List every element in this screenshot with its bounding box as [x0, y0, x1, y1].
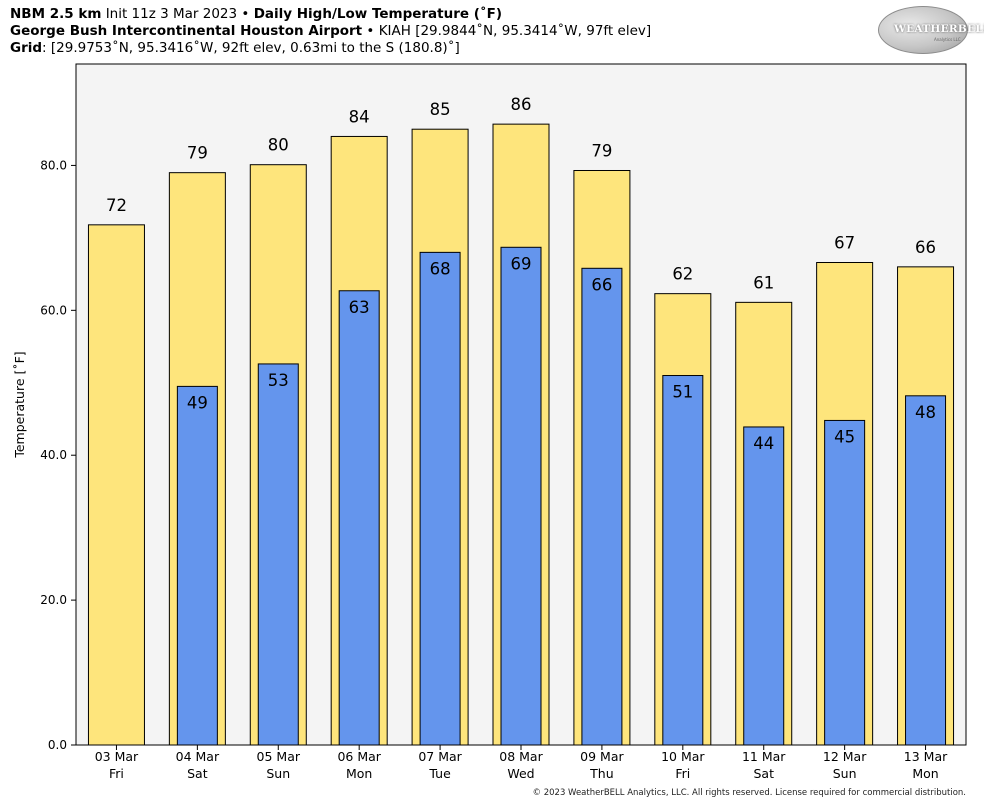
logo-oval: [878, 6, 968, 54]
high-temp-label: 72: [106, 196, 127, 215]
low-temp-label: 48: [915, 403, 936, 422]
separator: •: [241, 6, 250, 22]
high-temp-label: 61: [753, 273, 774, 292]
low-temp-label: 68: [430, 259, 451, 278]
grid-label: Grid: [10, 40, 43, 56]
plot-frame: [75, 63, 967, 746]
low-temp-bar: [176, 385, 218, 746]
high-temp-label: 84: [349, 107, 370, 126]
copyright-footer: © 2023 WeatherBELL Analytics, LLC. All r…: [532, 788, 966, 798]
y-tick-label: 80.0: [40, 158, 67, 172]
high-temp-label: 80: [268, 136, 289, 155]
low-temp-label: 45: [834, 427, 855, 446]
x-tick-label-date: 05 Mar: [257, 749, 301, 764]
low-temp-label: 44: [753, 434, 774, 453]
high-temp-label: 79: [591, 141, 612, 160]
y-tick-label: 20.0: [40, 593, 67, 607]
high-temp-label: 67: [834, 234, 855, 253]
y-tick-label: 0.0: [48, 738, 67, 752]
separator: •: [366, 23, 375, 39]
x-tick-label-date: 07 Mar: [418, 749, 462, 764]
x-tick-label-date: 03 Mar: [95, 749, 139, 764]
low-temp-label: 63: [349, 298, 370, 317]
low-temp-bar: [905, 395, 947, 746]
x-tick-label-date: 06 Mar: [337, 749, 381, 764]
chart-header: NBM 2.5 km Init 11z 3 Mar 2023 • Daily H…: [10, 6, 651, 57]
x-tick-label-weekday: Thu: [589, 766, 613, 781]
x-tick-label-date: 10 Mar: [661, 749, 705, 764]
x-tick-label-weekday: Sun: [833, 766, 857, 781]
init-time: Init 11z 3 Mar 2023: [105, 6, 238, 22]
high-temp-label: 85: [430, 100, 451, 119]
grid-detail: : [29.9753˚N, 95.3416˚W, 92ft elev, 0.63…: [42, 40, 460, 56]
x-tick-label-weekday: Mon: [346, 766, 372, 781]
low-temp-bar: [257, 363, 299, 746]
header-line-3: Grid: [29.9753˚N, 95.3416˚W, 92ft elev, …: [10, 40, 651, 57]
low-temp-bar: [743, 426, 785, 746]
low-temp-label: 53: [268, 371, 289, 390]
station-detail: KIAH [29.9844˚N, 95.3414˚W, 97ft elev]: [378, 23, 652, 39]
low-temp-bar: [824, 419, 866, 746]
low-temp-label: 66: [591, 275, 612, 294]
x-tick-label-weekday: Fri: [109, 766, 124, 781]
low-temp-bar: [581, 267, 623, 746]
header-line-1: NBM 2.5 km Init 11z 3 Mar 2023 • Daily H…: [10, 6, 651, 23]
chart-title: Daily High/Low Temperature (˚F): [253, 6, 503, 22]
y-tick-label: 40.0: [40, 448, 67, 462]
logo-subtext: Analytics LLC: [934, 37, 961, 42]
high-temp-label: 79: [187, 144, 208, 163]
header-line-2: George Bush Intercontinental Houston Air…: [10, 23, 651, 40]
low-temp-label: 51: [672, 383, 693, 402]
high-temp-label: 62: [672, 265, 693, 284]
high-temp-label: 86: [511, 95, 532, 114]
high-temp-label: 66: [915, 238, 936, 257]
x-tick-label-weekday: Mon: [912, 766, 938, 781]
x-tick-label-date: 04 Mar: [176, 749, 220, 764]
x-tick-label-date: 09 Mar: [580, 749, 624, 764]
low-temp-label: 49: [187, 393, 208, 412]
x-tick-label-weekday: Wed: [507, 766, 534, 781]
low-temp-bar: [419, 251, 461, 746]
low-temp-bar: [662, 375, 704, 746]
x-tick-label-weekday: Fri: [675, 766, 690, 781]
station-name: George Bush Intercontinental Houston Air…: [10, 23, 363, 39]
x-tick-label-weekday: Tue: [428, 766, 451, 781]
y-tick-label: 60.0: [40, 303, 67, 317]
x-tick-label-date: 12 Mar: [823, 749, 867, 764]
weatherbell-logo: WEATHERBELL Analytics LLC: [878, 6, 984, 54]
low-temp-bar: [338, 290, 380, 746]
model-name: NBM 2.5 km: [10, 6, 102, 22]
y-axis-label: Temperature [˚F]: [12, 351, 27, 458]
logo-wordmark: WEATHERBELL: [894, 23, 984, 35]
low-temp-label: 69: [511, 254, 532, 273]
high-temp-bar: [87, 224, 145, 746]
x-tick-label-weekday: Sat: [753, 766, 774, 781]
x-tick-label-date: 11 Mar: [742, 749, 786, 764]
x-tick-label-date: 13 Mar: [904, 749, 948, 764]
x-tick-label-date: 08 Mar: [499, 749, 543, 764]
low-temp-bar: [500, 246, 542, 746]
x-tick-label-weekday: Sun: [266, 766, 290, 781]
x-tick-label-weekday: Sat: [187, 766, 208, 781]
